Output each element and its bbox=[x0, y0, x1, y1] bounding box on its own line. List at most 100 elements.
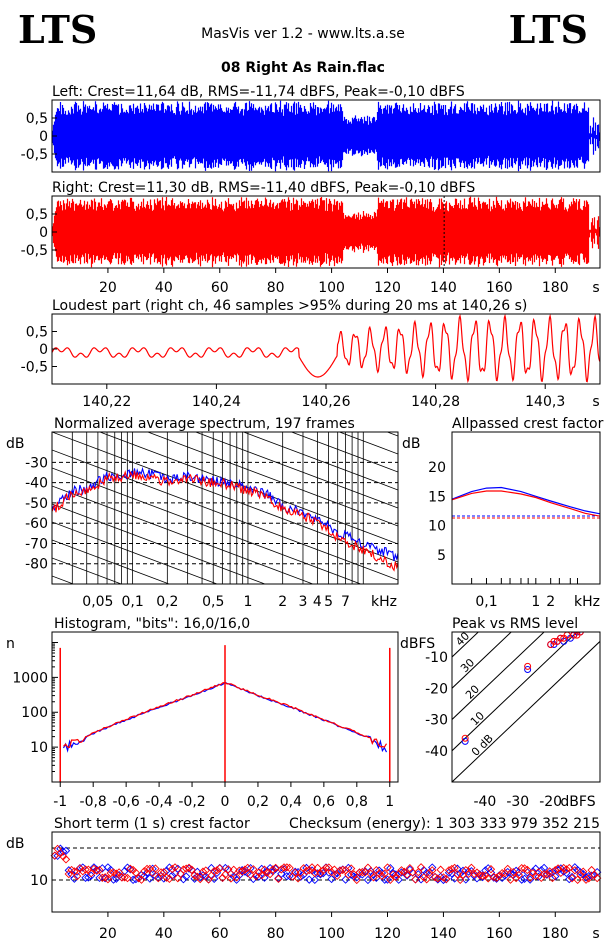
short-crest-point-right bbox=[456, 875, 465, 885]
waveform-right-xtick-label: 40 bbox=[155, 280, 173, 296]
short-crest-point-left bbox=[310, 875, 319, 884]
short-crest-point-right bbox=[503, 864, 512, 874]
lts-logo-left: LTS bbox=[18, 7, 98, 52]
short-crest-point-right bbox=[562, 865, 571, 874]
waveform-left-ytick-label: 0,5 bbox=[26, 111, 48, 127]
short-crest-point-left bbox=[151, 871, 160, 880]
short-crest-point-right bbox=[453, 870, 462, 879]
short-crest-point-right bbox=[369, 873, 378, 882]
waveform-right-xtick-label: 60 bbox=[211, 280, 229, 296]
short-crest-point-right bbox=[509, 867, 518, 877]
waveform-right-xtick-label: 20 bbox=[99, 280, 117, 296]
spectrum-slope-line bbox=[194, 432, 398, 509]
short-crest-point-right bbox=[170, 863, 180, 872]
short-crest-point-right bbox=[190, 871, 199, 880]
spectrum-ytick-label: -80 bbox=[25, 557, 48, 573]
short-crest-point-right bbox=[67, 865, 76, 875]
spectrum-xtick-label: 0,05 bbox=[82, 594, 113, 610]
spectrum-slope-line bbox=[146, 432, 398, 527]
short-crest-point-right bbox=[464, 869, 473, 879]
short-crest-point-right bbox=[237, 867, 247, 876]
short-crest-point-right bbox=[165, 874, 174, 883]
short-crest-point-right bbox=[226, 874, 236, 883]
pvr-point-right bbox=[524, 662, 532, 670]
waveform-right-ytick-label: 0,5 bbox=[26, 207, 48, 223]
short-crest-point-right bbox=[514, 870, 524, 880]
short-crest-point-left bbox=[89, 863, 99, 872]
short-crest-point-left bbox=[165, 863, 174, 872]
short-crest-point-right bbox=[422, 875, 431, 884]
short-crest-point-right bbox=[128, 865, 138, 875]
short-crest-point-right bbox=[481, 871, 490, 880]
short-crest-xtick-label: 40 bbox=[155, 926, 173, 942]
short-crest-point-right bbox=[151, 864, 160, 873]
short-crest-point-right bbox=[581, 875, 591, 884]
pvr-ytick-label: -40 bbox=[425, 744, 448, 760]
histogram-ytick-label: 10 bbox=[30, 740, 48, 756]
short-crest-point-left bbox=[260, 873, 269, 882]
short-crest-point-right bbox=[285, 863, 294, 873]
loudest-part-xtick-label: 140,26 bbox=[302, 394, 351, 410]
loudest-part-signal bbox=[51, 313, 601, 384]
short-crest-point-left bbox=[182, 872, 191, 881]
pvr-ylabel: dBFS bbox=[400, 636, 435, 652]
short-crest-point-left bbox=[168, 871, 177, 880]
short-crest-point-right bbox=[425, 868, 434, 877]
short-crest-point-right bbox=[386, 875, 395, 884]
histogram-xtick-label: -0,2 bbox=[178, 794, 205, 810]
crest-ytick-label: 10 bbox=[428, 519, 446, 535]
waveform-left-ytick-label: -0,5 bbox=[21, 147, 48, 163]
short-crest-point-right bbox=[75, 864, 85, 873]
crest-ylabel: dB bbox=[402, 436, 421, 452]
spectrum-slope-line bbox=[242, 432, 398, 491]
histogram-ytick-label: 100 bbox=[21, 705, 48, 721]
short-crest-point-right bbox=[293, 874, 303, 883]
short-crest-point-right bbox=[416, 863, 426, 872]
short-crest-point-left bbox=[428, 863, 437, 872]
loudest-part-ytick-label: 0,5 bbox=[26, 325, 48, 341]
short-crest-point-right bbox=[366, 869, 375, 878]
short-crest-point-left bbox=[179, 875, 188, 884]
short-crest-point-right bbox=[576, 870, 585, 879]
short-crest-point-right bbox=[492, 873, 501, 882]
pvr-point-left bbox=[524, 666, 532, 673]
short-crest-point-right bbox=[380, 869, 389, 878]
pvr-diagonal-label: 30 bbox=[458, 656, 477, 675]
short-crest-title: Short term (1 s) crest factor bbox=[54, 816, 250, 832]
spectrum-xtick-label: 3 bbox=[299, 594, 308, 610]
short-crest-point-right bbox=[391, 872, 401, 882]
short-crest-point-left bbox=[95, 873, 104, 882]
short-crest-point-right bbox=[310, 868, 319, 878]
short-crest-point-right bbox=[495, 871, 504, 881]
short-crest-point-right bbox=[240, 865, 250, 874]
short-crest-point-right bbox=[131, 868, 141, 877]
waveform-right-xtick-label: 120 bbox=[374, 280, 401, 296]
spectrum-slope-line bbox=[52, 503, 267, 584]
short-crest-point-right bbox=[254, 868, 264, 877]
short-crest-point-right bbox=[419, 873, 429, 882]
waveform-left-ytick-label: 0 bbox=[39, 129, 48, 145]
pvr-title: Peak vs RMS level bbox=[452, 616, 578, 632]
short-crest-point-right bbox=[408, 868, 417, 877]
short-crest-point-right bbox=[305, 865, 314, 875]
histogram-title: Histogram, "bits": 16,0/16,0 bbox=[54, 616, 250, 632]
short-crest-point-right bbox=[330, 865, 339, 874]
short-crest-xtick-label: 120 bbox=[374, 926, 401, 942]
histogram-xtick-label: 0,2 bbox=[247, 794, 269, 810]
short-crest-point-left bbox=[333, 869, 342, 878]
short-crest-point-right bbox=[377, 871, 387, 881]
short-crest-point-left bbox=[86, 871, 96, 880]
spectrum-ytick-label: -30 bbox=[25, 455, 48, 471]
spectrum-slope-line bbox=[52, 539, 171, 584]
short-crest-point-left bbox=[500, 871, 510, 880]
short-crest-point-right bbox=[497, 869, 507, 878]
short-crest-point-right bbox=[168, 864, 177, 874]
short-crest-point-right bbox=[50, 851, 59, 860]
short-crest-point-right bbox=[154, 873, 163, 883]
spectrum-xtick-label: 1 bbox=[243, 594, 252, 610]
short-crest-point-right bbox=[545, 867, 554, 876]
short-crest-point-right bbox=[344, 870, 353, 879]
short-crest-point-right bbox=[100, 873, 110, 882]
crest-ytick-label: 15 bbox=[428, 489, 446, 505]
short-crest-point-right bbox=[573, 875, 582, 885]
